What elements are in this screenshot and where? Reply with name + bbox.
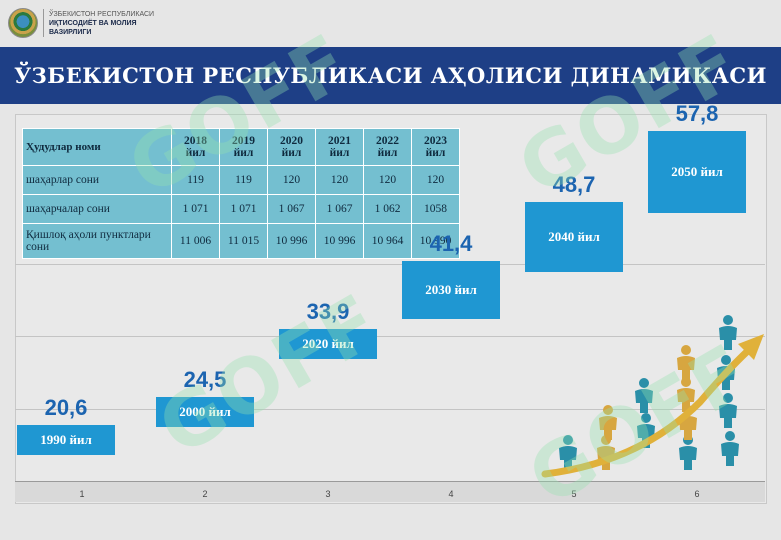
table-cell: 10 990 bbox=[411, 223, 460, 259]
data-value-label: 57,8 bbox=[675, 100, 719, 126]
table-cell: 11 006 bbox=[171, 223, 220, 259]
table-cell: 10 996 bbox=[267, 223, 316, 259]
table-cell: 119 bbox=[171, 165, 220, 195]
data-value-label: 33,9 bbox=[306, 298, 350, 324]
logo-divider bbox=[43, 9, 44, 37]
x-tick-label: 1 bbox=[79, 489, 85, 499]
table-cell: 119 bbox=[219, 165, 268, 195]
table-cell: 1 071 bbox=[219, 194, 268, 224]
state-emblem-icon bbox=[8, 8, 38, 38]
table-header-cell: 2021 йил bbox=[315, 128, 364, 166]
x-tick-label: 6 bbox=[694, 489, 700, 499]
ministry-name-line2: ИҚТИСОДИЁТ ВА МОЛИЯ bbox=[49, 19, 137, 27]
table-cell: 120 bbox=[411, 165, 460, 195]
data-value-label: 24,5 bbox=[183, 366, 227, 392]
gridline bbox=[15, 409, 765, 410]
x-tick-label: 4 bbox=[448, 489, 454, 499]
table-cell: шаҳарлар сони bbox=[22, 165, 172, 195]
chart-bar: 1990 йил bbox=[17, 424, 115, 455]
settlements-table: Ҳудудлар номи 2018 йил 2019 йил 2020 йил… bbox=[22, 128, 460, 259]
table-cell: 1 071 bbox=[171, 194, 220, 224]
table-row: шаҳарлар сони 119 119 120 120 120 120 bbox=[22, 165, 460, 195]
table-header-cell: 2022 йил bbox=[363, 128, 412, 166]
table-header-row: Ҳудудлар номи 2018 йил 2019 йил 2020 йил… bbox=[22, 128, 460, 166]
table-cell: 1 067 bbox=[267, 194, 316, 224]
table-header-cell: 2020 йил bbox=[267, 128, 316, 166]
data-value-label: 20,6 bbox=[44, 394, 88, 420]
table-header-cell: 2018 йил bbox=[171, 128, 220, 166]
ministry-name-line1: ЎЗБЕКИСТОН РЕСПУБЛИКАСИ bbox=[49, 10, 155, 18]
table-header-cell: 2019 йил bbox=[219, 128, 268, 166]
x-tick-label: 3 bbox=[325, 489, 331, 499]
table-cell: 1 062 bbox=[363, 194, 412, 224]
table-cell: Қишлоқ аҳоли пунктлари сони bbox=[22, 223, 172, 259]
bar-year-label: 2050 йил bbox=[671, 163, 723, 179]
chart-bar: 2030 йил bbox=[402, 260, 500, 319]
bar-year-label: 2020 йил bbox=[302, 335, 354, 351]
table-cell: 120 bbox=[267, 165, 316, 195]
page-title: ЎЗБЕКИСТОН РЕСПУБЛИКАСИ АҲОЛИСИ ДИНАМИКА… bbox=[14, 63, 767, 88]
x-tick-label: 5 bbox=[571, 489, 577, 499]
table-cell: 120 bbox=[363, 165, 412, 195]
chart-bar: 2040 йил bbox=[525, 202, 623, 273]
table-cell: 1058 bbox=[411, 194, 460, 224]
table-cell: 1 067 bbox=[315, 194, 364, 224]
bar-year-label: 1990 йил bbox=[40, 431, 92, 447]
chart-bar: 2050 йил bbox=[648, 130, 746, 213]
title-band: ЎЗБЕКИСТОН РЕСПУБЛИКАСИ АҲОЛИСИ ДИНАМИКА… bbox=[0, 47, 781, 104]
chart-bar: 2000 йил bbox=[156, 396, 254, 427]
ministry-logo: ЎЗБЕКИСТОН РЕСПУБЛИКАСИ ИҚТИСОДИЁТ ВА МО… bbox=[8, 8, 154, 38]
table-row: шаҳарчалар сони 1 071 1 071 1 067 1 067 … bbox=[22, 194, 460, 224]
bar-year-label: 2000 йил bbox=[179, 403, 231, 419]
gridline bbox=[15, 336, 765, 337]
table-header-cell: Ҳудудлар номи bbox=[22, 128, 172, 166]
table-cell: 10 964 bbox=[363, 223, 412, 259]
bar-year-label: 2030 йил bbox=[425, 281, 477, 297]
table-cell: 10 996 bbox=[315, 223, 364, 259]
table-row: Қишлоқ аҳоли пунктлари сони 11 006 11 01… bbox=[22, 223, 460, 259]
data-value-label: 48,7 bbox=[552, 172, 596, 198]
chart-bar: 2020 йил bbox=[279, 328, 377, 359]
table-cell: шаҳарчалар сони bbox=[22, 194, 172, 224]
x-tick-label: 2 bbox=[202, 489, 208, 499]
data-value-label: 41,4 bbox=[429, 230, 473, 256]
table-cell: 11 015 bbox=[219, 223, 268, 259]
table-cell: 120 bbox=[315, 165, 364, 195]
ministry-name: ЎЗБЕКИСТОН РЕСПУБЛИКАСИ ИҚТИСОДИЁТ ВА МО… bbox=[49, 10, 154, 37]
x-axis-band bbox=[15, 482, 765, 502]
x-axis-line bbox=[15, 481, 765, 482]
bar-year-label: 2040 йил bbox=[548, 229, 600, 245]
ministry-name-line3: ВАЗИРЛИГИ bbox=[49, 28, 92, 36]
people-growth-arrow-icon bbox=[541, 315, 764, 478]
table-header-cell: 2023 йил bbox=[411, 128, 460, 166]
gridline bbox=[15, 264, 765, 265]
